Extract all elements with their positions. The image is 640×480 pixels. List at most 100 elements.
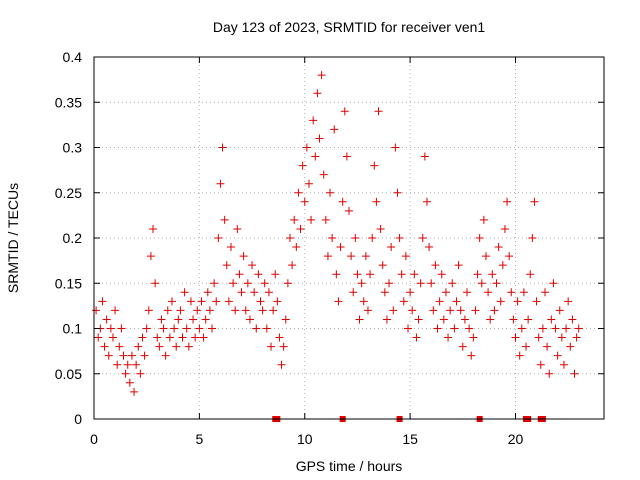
data-point [121, 369, 130, 378]
data-point [460, 315, 469, 324]
data-point [385, 279, 394, 288]
data-point [458, 342, 467, 351]
data-point [100, 342, 109, 351]
data-point [298, 161, 307, 170]
data-point [410, 270, 419, 279]
data-point [387, 243, 396, 252]
data-point [382, 315, 391, 324]
data-point [125, 378, 134, 387]
data-point [534, 333, 543, 342]
data-point [481, 252, 490, 261]
data-points [92, 71, 583, 396]
data-point [106, 324, 115, 333]
data-point [186, 297, 195, 306]
data-point [260, 279, 269, 288]
y-axis-label: SRMTID / TECUs [5, 183, 21, 293]
x-axis-label: GPS time / hours [296, 458, 403, 474]
data-point [444, 333, 453, 342]
data-point [130, 387, 139, 396]
data-point [321, 215, 330, 224]
data-point [553, 351, 562, 360]
data-point [340, 107, 349, 116]
chart-title: Day 123 of 2023, SRMTID for receiver ven… [213, 19, 486, 35]
data-point [288, 261, 297, 270]
data-point [199, 333, 208, 342]
data-point [477, 279, 486, 288]
data-point [163, 306, 172, 315]
data-point [212, 297, 221, 306]
data-point [330, 125, 339, 134]
data-point [285, 234, 294, 242]
data-point [351, 234, 360, 242]
data-point [273, 297, 282, 306]
data-point [304, 179, 313, 188]
y-tick-label: 0.3 [63, 140, 83, 156]
data-point [328, 234, 337, 242]
data-point [178, 333, 187, 342]
data-point [267, 342, 276, 351]
data-point [431, 261, 440, 270]
data-point [98, 297, 107, 306]
data-point [254, 270, 263, 279]
data-point [349, 288, 358, 297]
data-point [102, 315, 111, 324]
data-point [566, 342, 575, 351]
data-point [241, 306, 250, 315]
data-point [144, 306, 153, 315]
data-point [395, 234, 404, 242]
data-point [151, 279, 160, 288]
data-point [389, 306, 398, 315]
data-point [397, 270, 406, 279]
data-point [231, 306, 240, 315]
data-point [127, 351, 136, 360]
data-point [197, 297, 206, 306]
data-point [239, 252, 248, 261]
data-point [277, 360, 286, 369]
data-point [302, 143, 311, 152]
data-point [463, 288, 472, 297]
data-point [311, 152, 320, 161]
x-tick-label: 0 [90, 431, 98, 447]
data-point [283, 279, 292, 288]
data-point [140, 351, 149, 360]
data-point [224, 297, 233, 306]
data-point [517, 324, 526, 333]
data-point [203, 288, 212, 297]
y-tick-label: 0.25 [55, 185, 82, 201]
data-point [149, 224, 158, 233]
data-point [336, 243, 345, 252]
data-point [205, 306, 214, 315]
data-point [323, 252, 332, 261]
data-point [471, 306, 480, 315]
data-point [486, 315, 495, 324]
data-point [292, 243, 301, 252]
data-point [420, 152, 429, 161]
data-point [378, 261, 387, 270]
axis-ticks: 0 0.05 0.1 0.15 0.2 0.25 0.3 0.35 0.4 0 5 10 15 20 [55, 49, 604, 447]
data-point [245, 315, 254, 324]
data-point [250, 288, 259, 297]
data-point [233, 224, 242, 233]
data-point [111, 306, 120, 315]
data-point [524, 315, 533, 324]
data-point [275, 333, 284, 342]
data-point [222, 261, 231, 270]
data-point [191, 333, 200, 342]
data-point [157, 315, 166, 324]
data-point [484, 288, 493, 297]
data-point [296, 224, 305, 233]
data-point [572, 333, 581, 342]
data-point [399, 297, 408, 306]
data-point [532, 297, 541, 306]
data-point [334, 297, 343, 306]
y-tick-label: 0.2 [63, 230, 83, 246]
data-point [165, 333, 174, 342]
data-point [511, 333, 520, 342]
data-point [368, 234, 377, 242]
data-point [551, 324, 560, 333]
data-point [374, 107, 383, 116]
y-tick-label: 0.05 [55, 366, 82, 382]
data-point [201, 315, 210, 324]
